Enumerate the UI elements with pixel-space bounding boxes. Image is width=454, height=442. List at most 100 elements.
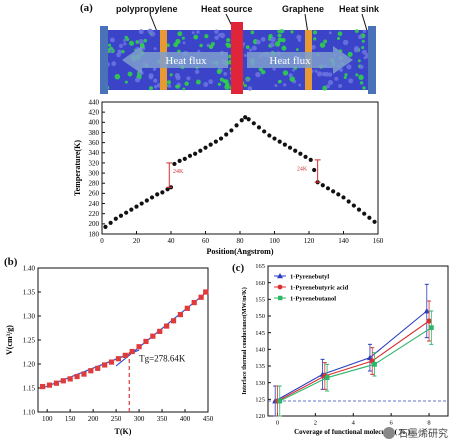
molecule-dot (327, 72, 333, 77)
legend-marker (278, 295, 283, 301)
molecule-dot (175, 84, 180, 89)
molecule-dot (255, 71, 261, 78)
temperature-point (155, 192, 160, 197)
molecule-dot (358, 74, 364, 81)
temperature-x-tick-label: 80 (237, 237, 245, 245)
temperature-y-tick-label: 260 (89, 190, 100, 198)
conductance-y-axis-label: Interface thermal conductance(MW/m²K) (241, 287, 248, 394)
molecule-dot (277, 30, 281, 33)
molecule-dot (138, 38, 144, 44)
molecule-dot (117, 49, 122, 54)
molecule-dot (111, 61, 117, 67)
molecule-dot (260, 69, 266, 75)
molecule-dot (124, 35, 128, 40)
temperature-point (372, 219, 377, 224)
molecule-dot (148, 73, 154, 79)
temperature-point (251, 121, 256, 126)
conductance-y-tick-label: 120 (255, 413, 265, 420)
molecule-dot (313, 37, 317, 41)
temperature-point (139, 201, 144, 206)
volume-y-tick-label: 1.25 (23, 336, 36, 344)
temperature-point (320, 183, 325, 188)
temperature-point (262, 129, 267, 134)
watermark: 石墨烯研究 (383, 425, 448, 440)
temperature-jump-annotation-left: 24K (173, 169, 184, 175)
molecule-dot (248, 48, 253, 52)
conductance-y-tick-label: 145 (255, 330, 265, 337)
molecule-dot (328, 31, 332, 35)
molecule-dot (296, 34, 302, 40)
legend-label-pyrenebutyl: 1-Pyrenebutyl (290, 273, 329, 280)
volume-point (198, 294, 204, 300)
temperature-point (108, 220, 113, 225)
molecule-dot (298, 83, 302, 87)
heat-flux-label-right: Heat flux (269, 55, 311, 67)
molecule-dot (274, 83, 278, 87)
temperature-y-axis-label: Temperature(K) (73, 140, 82, 196)
conductance-y-tick-label: 125 (255, 397, 265, 404)
molecule-dot (208, 44, 214, 49)
volume-x-tick-label: 400 (180, 415, 191, 423)
molecule-dot (243, 53, 247, 58)
molecule-dot (245, 45, 250, 50)
molecule-dot (358, 35, 363, 40)
molecule-dot (181, 36, 185, 40)
temperature-x-tick-label: 160 (373, 237, 384, 245)
volume-point (164, 323, 170, 329)
molecule-dot (327, 80, 334, 86)
molecule-dot (363, 56, 367, 60)
molecule-dot (348, 78, 354, 84)
molecule-dot (193, 34, 199, 40)
volume-chart: T(K) V(cm³/g) Tg=278.64K 100 150 200 250 300… (5, 264, 214, 436)
molecule-dot (347, 51, 353, 57)
temperature-point (341, 195, 346, 200)
temperature-y-tick-label: 320 (89, 159, 100, 167)
molecule-dot (270, 36, 276, 43)
molecule-dot (277, 79, 282, 84)
temperature-point (346, 199, 351, 204)
molecule-dot (199, 43, 203, 48)
molecule-dot (342, 39, 349, 46)
conductance-y-tick-label: 130 (255, 380, 265, 387)
molecule-dot (175, 38, 181, 45)
temperature-x-tick-label: 20 (133, 237, 141, 245)
temperature-chart: Position(Angstrom) Temperature(K) 24K 24… (73, 98, 384, 256)
volume-point (157, 328, 163, 334)
temperature-point (224, 132, 229, 137)
molecule-dot (214, 29, 219, 34)
volume-point (46, 382, 53, 388)
molecule-dot (268, 37, 271, 41)
molecule-dot (279, 29, 284, 34)
molecule-dot (274, 41, 281, 47)
panel-label-c: (c) (232, 262, 245, 274)
molecule-dot (247, 86, 253, 91)
temperature-point (282, 142, 287, 147)
molecule-dot (166, 80, 172, 85)
temperature-x-axis-label: Position(Angstrom) (207, 247, 274, 256)
volume-point (39, 383, 46, 390)
temperature-point (134, 204, 139, 209)
legend-marker (277, 284, 283, 290)
molecule-dot (124, 80, 128, 84)
molecule-dot (152, 67, 157, 71)
temperature-y-tick-label: 340 (89, 149, 100, 157)
molecule-dot (325, 84, 330, 89)
molecule-dot (346, 64, 352, 70)
temperature-y-tick-label: 180 (89, 230, 100, 238)
molecule-dot (177, 31, 183, 37)
temperature-point (177, 158, 182, 163)
temperature-point (118, 213, 124, 218)
molecule-dot (314, 69, 318, 73)
molecule-dot (312, 30, 318, 35)
molecule-dot (107, 43, 112, 47)
molecule-dot (290, 30, 294, 34)
temperature-point (325, 186, 331, 191)
molecule-dot (148, 86, 154, 91)
molecule-dot (195, 79, 201, 85)
temperature-y-tick-label: 420 (89, 108, 100, 116)
temperature-point (229, 128, 234, 133)
temperature-point (362, 211, 367, 216)
molecule-dot (281, 37, 286, 43)
volume-point (88, 368, 94, 374)
molecule-dot (355, 73, 359, 77)
